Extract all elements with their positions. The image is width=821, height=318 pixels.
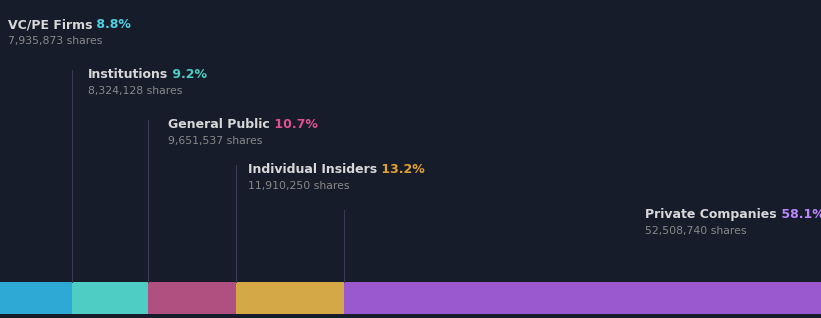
Text: 10.7%: 10.7% [270, 118, 318, 131]
Text: 11,910,250 shares: 11,910,250 shares [248, 181, 350, 191]
Text: Private Companies: Private Companies [645, 208, 777, 221]
Bar [148, 282, 236, 314]
Text: 8,324,128 shares: 8,324,128 shares [88, 86, 182, 96]
Text: 8.8%: 8.8% [93, 18, 131, 31]
Text: 9,651,537 shares: 9,651,537 shares [168, 136, 263, 146]
Bar [72, 282, 148, 314]
Text: Institutions: Institutions [88, 68, 168, 81]
Bar [236, 282, 344, 314]
Text: 52,508,740 shares: 52,508,740 shares [645, 226, 746, 236]
Text: VC/PE Firms: VC/PE Firms [8, 18, 93, 31]
Text: 13.2%: 13.2% [377, 163, 425, 176]
Bar [0, 282, 72, 314]
Bar [344, 282, 821, 314]
Text: Individual Insiders: Individual Insiders [248, 163, 377, 176]
Text: 9.2%: 9.2% [168, 68, 207, 81]
Text: 7,935,873 shares: 7,935,873 shares [8, 36, 103, 46]
Text: General Public: General Public [168, 118, 270, 131]
Text: 58.1%: 58.1% [777, 208, 821, 221]
